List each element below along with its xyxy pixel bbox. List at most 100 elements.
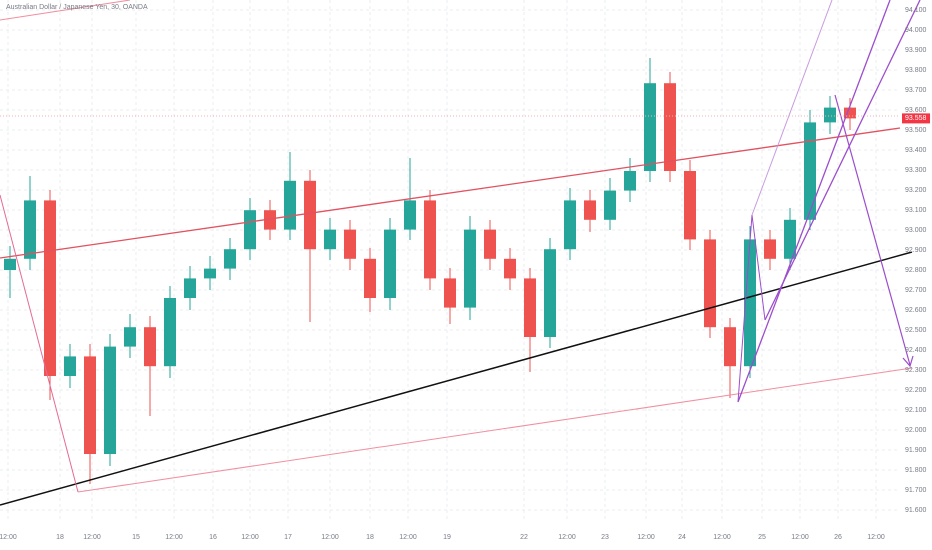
y-tick-label: 92.400 <box>905 347 927 354</box>
candle-body <box>64 356 76 376</box>
price-label: 93.558 <box>905 115 927 122</box>
y-tick-label: 93.900 <box>905 47 927 54</box>
candle-body <box>184 278 196 298</box>
chart-title: Australian Dollar / Japanese Yen, 30, OA… <box>6 4 148 11</box>
candle-body <box>444 278 456 308</box>
candle-body <box>624 171 636 191</box>
candle-body <box>704 239 716 328</box>
candle-body <box>124 327 136 347</box>
y-tick-label: 93.200 <box>905 187 927 194</box>
trend-line <box>0 251 913 506</box>
x-tick-label: 17 <box>284 534 292 541</box>
candle-body <box>224 249 236 269</box>
price-label-box <box>902 113 930 124</box>
y-tick-label: 92.300 <box>905 367 927 374</box>
y-tick-label: 92.600 <box>905 307 927 314</box>
x-tick-label: 12:00 <box>0 534 17 541</box>
candle-body <box>344 229 356 259</box>
x-tick-label: 23 <box>601 534 609 541</box>
x-tick-label: 15 <box>132 534 140 541</box>
candles <box>4 58 856 484</box>
x-tick-label: 24 <box>678 534 686 541</box>
candle-body <box>764 239 776 259</box>
y-tick-label: 92.500 <box>905 327 927 334</box>
y-tick-label: 93.500 <box>905 127 927 134</box>
candle-body <box>104 346 116 454</box>
candle-body <box>504 258 516 279</box>
candle-body <box>244 210 256 250</box>
candle-body <box>204 268 216 279</box>
x-tick-label: 12:00 <box>241 534 259 541</box>
candle-body <box>564 200 576 250</box>
y-tick-label: 91.900 <box>905 447 927 454</box>
y-tick-label: 93.000 <box>905 227 927 234</box>
x-tick-label: 12:00 <box>558 534 576 541</box>
candle-body <box>404 200 416 230</box>
x-tick-label: 19 <box>443 534 451 541</box>
y-tick-label: 93.100 <box>905 207 927 214</box>
x-tick-label: 16 <box>209 534 217 541</box>
candle-body <box>604 190 616 220</box>
y-tick-label: 94.100 <box>905 7 927 14</box>
channel-line <box>764 0 921 321</box>
candle-body <box>364 258 376 298</box>
candle-body <box>824 107 836 123</box>
candle-body <box>44 200 56 376</box>
x-tick-label: 18 <box>366 534 374 541</box>
y-tick-label: 94.000 <box>905 27 927 34</box>
wave-line <box>737 214 766 403</box>
x-tick-label: 12:00 <box>791 534 809 541</box>
y-tick-label: 92.700 <box>905 287 927 294</box>
x-tick-label: 18 <box>56 534 64 541</box>
y-tick-label: 91.800 <box>905 467 927 474</box>
trend-line <box>77 367 913 493</box>
candle-body <box>284 180 296 230</box>
y-tick-label: 92.200 <box>905 387 927 394</box>
candle-body <box>4 258 16 270</box>
candle-body <box>664 83 676 171</box>
candle-body <box>304 180 316 250</box>
y-tick-label: 93.800 <box>905 67 927 74</box>
y-tick-label: 91.600 <box>905 507 927 514</box>
candle-body <box>804 122 816 220</box>
grid <box>0 0 900 520</box>
candle-body <box>784 219 796 259</box>
y-tick-label: 91.700 <box>905 487 927 494</box>
candle-body <box>324 229 336 250</box>
y-tick-label: 93.400 <box>905 147 927 154</box>
x-tick-label: 12:00 <box>867 534 885 541</box>
candle-body <box>484 229 496 259</box>
y-tick-label: 93.700 <box>905 87 927 94</box>
y-tick-label: 93.300 <box>905 167 927 174</box>
channel-line <box>751 0 833 216</box>
candle-body <box>544 249 556 337</box>
candle-body <box>644 83 656 171</box>
trend-line <box>0 194 79 493</box>
x-tick-label: 12:00 <box>83 534 101 541</box>
y-tick-label: 92.100 <box>905 407 927 414</box>
trend-line <box>0 127 901 259</box>
x-tick-label: 22 <box>520 534 528 541</box>
x-tick-label: 26 <box>834 534 842 541</box>
candle-body <box>24 200 36 259</box>
x-tick-label: 12:00 <box>637 534 655 541</box>
candle-body <box>524 278 536 337</box>
y-tick-label: 92.000 <box>905 427 927 434</box>
x-tick-label: 12:00 <box>321 534 339 541</box>
candle-body <box>724 327 736 367</box>
candle-body <box>584 200 596 220</box>
x-tick-label: 12:00 <box>713 534 731 541</box>
candle-body <box>384 229 396 298</box>
channel-line <box>737 0 891 403</box>
candle-body <box>84 356 96 454</box>
candle-body <box>424 200 436 279</box>
arrow-head <box>902 355 914 368</box>
candle-body <box>844 107 856 119</box>
y-tick-label: 93.600 <box>905 107 927 114</box>
candle-body <box>744 239 756 367</box>
x-tick-label: 12:00 <box>399 534 417 541</box>
candle-body <box>164 298 176 367</box>
x-tick-label: 12:00 <box>165 534 183 541</box>
candle-body <box>464 229 476 308</box>
